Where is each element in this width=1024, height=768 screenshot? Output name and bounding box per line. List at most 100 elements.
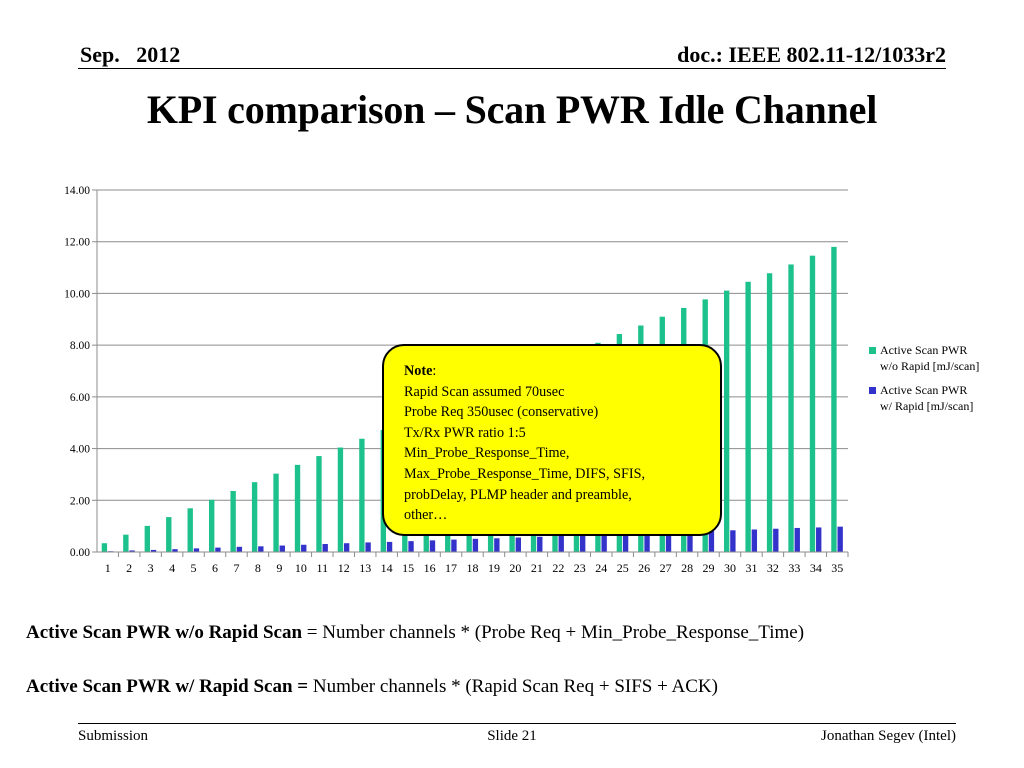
- x-tick-label: 21: [531, 561, 543, 575]
- note-line: other…: [404, 507, 448, 524]
- x-tick-label: 7: [233, 561, 239, 575]
- header-rule: [78, 68, 946, 69]
- bar-with-rapid: [794, 527, 800, 552]
- y-tick-label: 12.00: [64, 237, 90, 249]
- bar-with-rapid: [601, 534, 607, 552]
- x-tick-label: 14: [381, 561, 393, 575]
- footer-slide-number: Slide 21: [487, 728, 537, 744]
- x-tick-label: 5: [191, 561, 197, 575]
- bar-with-rapid: [193, 548, 200, 552]
- note-line: probDelay, PLMP header and preamble,: [404, 486, 632, 503]
- x-tick-label: 17: [445, 561, 457, 575]
- x-tick-label: 20: [509, 561, 521, 575]
- header-date: Sep. 2012: [80, 42, 181, 67]
- bar-without-rapid: [123, 534, 129, 552]
- x-tick-label: 32: [767, 561, 779, 575]
- x-tick-label: 4: [169, 561, 175, 575]
- bar-with-rapid: [236, 546, 243, 552]
- bar-without-rapid: [273, 473, 279, 552]
- note-line: Probe Req 350usec (conservative): [404, 404, 599, 421]
- x-tick-label: 12: [338, 561, 350, 575]
- x-tick-label: 18: [467, 561, 479, 575]
- x-tick-label: 16: [424, 561, 436, 575]
- bar-with-rapid: [322, 543, 328, 552]
- legend-label: w/ Rapid [mJ/scan]: [880, 399, 973, 413]
- bar-with-rapid: [580, 535, 586, 552]
- bar-with-rapid: [301, 544, 307, 552]
- formula-expression: Number channels * (Rapid Scan Req + SIFS…: [308, 676, 718, 697]
- legend-label: Active Scan PWR: [880, 383, 967, 397]
- bar-with-rapid: [644, 533, 650, 552]
- x-tick-label: 30: [724, 561, 736, 575]
- bar-with-rapid: [408, 541, 414, 552]
- note-callout: Note: Rapid Scan assumed 70usec Probe Re…: [382, 344, 722, 536]
- bar-with-rapid: [386, 541, 393, 552]
- bar-with-rapid: [515, 537, 521, 552]
- slide-title: KPI comparison – Scan PWR Idle Channel: [146, 87, 878, 132]
- note-line: Tx/Rx PWR ratio 1:5: [404, 424, 526, 441]
- x-tick-labels: 1 2 3 4 5 6 7 8 9 10 11 12 13 14 15 16 17 18 19 20 21 22 23 24 2…: [105, 561, 844, 575]
- bar-without-rapid: [294, 464, 301, 552]
- bar-with-rapid: [494, 538, 500, 552]
- x-tick-label: 1: [105, 561, 111, 575]
- formula-with-rapid: Active Scan PWR w/ Rapid Scan = Number c…: [26, 676, 718, 698]
- footer-author: Jonathan Segev (Intel): [821, 728, 956, 744]
- x-tick-label: 34: [810, 561, 822, 575]
- x-tick-label: 24: [595, 561, 607, 575]
- bar-without-rapid: [766, 273, 773, 552]
- bar-with-rapid: [773, 528, 779, 552]
- x-tick-label: 29: [703, 561, 715, 575]
- legend-swatch: [869, 387, 876, 394]
- bar-without-rapid: [831, 246, 837, 552]
- y-tick-label: 10.00: [64, 288, 90, 300]
- bar-without-rapid: [745, 281, 751, 552]
- bar-with-rapid: [129, 550, 135, 552]
- x-tick-label: 2: [126, 561, 132, 575]
- bar-without-rapid: [788, 264, 794, 552]
- footer-rule: [78, 723, 956, 724]
- x-tick-label: 25: [617, 561, 629, 575]
- x-tick-label: 35: [831, 561, 843, 575]
- bar-with-rapid: [451, 539, 457, 552]
- header-doc-id: doc.: IEEE 802.11-12/1033r2: [677, 42, 946, 67]
- bar-with-rapid: [472, 538, 479, 552]
- y-tick-label: 4.00: [70, 444, 90, 456]
- x-tick-label: 9: [276, 561, 282, 575]
- y-tick-label: 14.00: [64, 185, 90, 197]
- bar-without-rapid: [166, 517, 172, 552]
- bar-with-rapid: [150, 549, 157, 552]
- note-heading: Note: [404, 363, 433, 379]
- bar-without-rapid: [337, 447, 344, 552]
- formula-expression: = Number channels * (Probe Req + Min_Pro…: [302, 622, 805, 643]
- formula-without-rapid: Active Scan PWR w/o Rapid Scan = Number …: [26, 622, 804, 644]
- legend-label: Active Scan PWR: [880, 343, 967, 357]
- bar-without-rapid: [230, 490, 236, 552]
- y-tick-label: 6.00: [70, 392, 90, 404]
- y-tick-label: 8.00: [70, 340, 90, 352]
- y-tick-label: 2.00: [70, 495, 90, 507]
- x-tick-label: 11: [317, 561, 329, 575]
- y-tick-label: 0.00: [70, 547, 90, 559]
- chart-legend: Active Scan PWR w/o Rapid [mJ/scan] Active…: [869, 343, 979, 413]
- bar-without-rapid: [316, 456, 322, 552]
- x-tick-label: 6: [212, 561, 218, 575]
- bar-with-rapid: [215, 547, 221, 552]
- x-tick-label: 33: [788, 561, 800, 575]
- bar-with-rapid: [708, 531, 715, 552]
- note-line: Min_Probe_Response_Time,: [404, 445, 570, 462]
- bar-without-rapid: [101, 543, 108, 552]
- bar-with-rapid: [816, 527, 822, 552]
- chart-axes: [96, 190, 849, 557]
- x-tick-label: 31: [745, 561, 757, 575]
- x-tick-label: 8: [255, 561, 261, 575]
- x-tick-label: 3: [148, 561, 154, 575]
- bar-without-rapid: [251, 482, 258, 552]
- y-tick-labels: 0.00 2.00 4.00 6.00 8.00 10.00 12.00 14.00: [64, 185, 90, 559]
- bar-with-rapid: [730, 530, 736, 552]
- bar-without-rapid: [723, 290, 730, 552]
- bar-with-rapid: [665, 532, 672, 552]
- bar-with-rapid: [537, 536, 543, 552]
- bar-with-rapid: [343, 543, 350, 552]
- x-tick-label: 28: [681, 561, 693, 575]
- bar-with-rapid: [365, 542, 371, 552]
